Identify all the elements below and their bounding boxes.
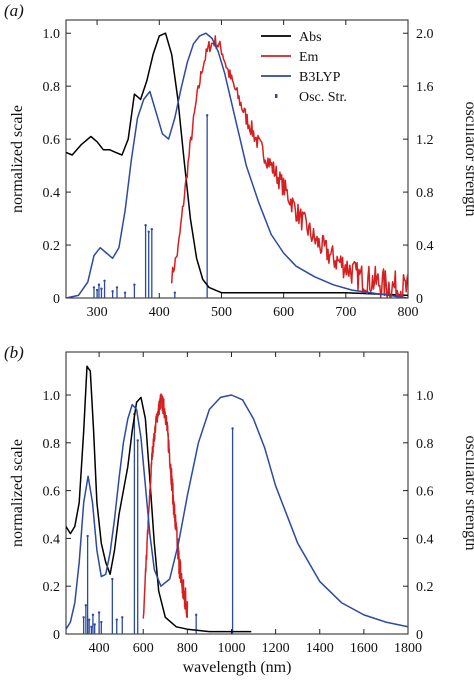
osc-stick-tip xyxy=(121,616,124,619)
osc-stick-tip xyxy=(93,623,96,626)
y2-axis-label: oscillator strength xyxy=(462,101,474,216)
x-tick-label: 700 xyxy=(335,305,356,320)
y-axis-label: normalized scale xyxy=(9,439,26,547)
x-tick-label: 1800 xyxy=(394,641,422,656)
osc-stick-tip xyxy=(173,291,177,294)
osc-stick-tip xyxy=(86,534,89,538)
osc-stick-tip xyxy=(82,616,85,619)
y-tick-label: 0.4 xyxy=(43,186,61,201)
y-tick-label: 0.8 xyxy=(43,437,61,452)
x-tick-label: 1600 xyxy=(350,641,378,656)
osc-stick-tip xyxy=(87,618,91,621)
x-tick-label: 1400 xyxy=(306,641,334,656)
y2-axis-label: oscillator strength xyxy=(462,435,474,550)
y-tick-label: 0 xyxy=(53,628,60,643)
y2-tick-label: 0.8 xyxy=(416,186,434,201)
series-line-em xyxy=(170,35,408,298)
osc-stick-tip xyxy=(91,613,95,617)
x-tick-label: 1000 xyxy=(217,641,245,656)
chart-panel-b: 400 600 800 1000 1200 1400 1600 180000.20.40.60… xyxy=(4,343,474,676)
series-line-b3lyp xyxy=(66,394,408,630)
osc-stick-tip xyxy=(97,283,101,286)
osc-stick-tip xyxy=(111,577,114,581)
osc-stick-tip xyxy=(133,283,136,286)
plot-area xyxy=(66,32,408,298)
osc-stick-tip xyxy=(103,279,106,282)
y2-tick-label: 0.4 xyxy=(416,532,434,547)
legend-entry: B3LYP xyxy=(299,70,341,85)
series-line-abs xyxy=(66,32,408,297)
x-tick-label: 800 xyxy=(177,641,198,656)
x-tick-label: 1200 xyxy=(262,641,290,656)
chart-panel-a: 300 400 500 600 700 80000.20.40.60.81.000.40.… xyxy=(4,1,474,320)
osc-stick-tip xyxy=(115,286,119,289)
osc-stick-tip xyxy=(150,227,154,231)
x-tick-label: 500 xyxy=(211,305,232,320)
x-tick-label: 400 xyxy=(89,641,110,656)
x-tick-label: 300 xyxy=(87,305,108,320)
y-tick-label: 1.0 xyxy=(43,389,61,404)
y-tick-label: 0.8 xyxy=(43,80,61,95)
legend: Abs Em B3LYP Osc. Str. xyxy=(261,30,347,105)
legend-entry: Osc. Str. xyxy=(299,90,347,105)
osc-stick-tip xyxy=(84,604,88,607)
y-tick-label: 0.2 xyxy=(43,580,61,595)
osc-stick-tip xyxy=(115,618,118,621)
x-tick-label: 800 xyxy=(398,305,419,320)
y-axis-label: normalized scale xyxy=(9,105,26,213)
osc-stick-tip xyxy=(90,625,93,629)
osc-stick-tip xyxy=(144,223,147,227)
series-line-b3lyp xyxy=(66,32,408,298)
osc-stick-tip xyxy=(147,230,150,234)
osc-stick-tip xyxy=(111,290,114,293)
x-tick-label: 400 xyxy=(149,305,170,320)
x-tick-label: 600 xyxy=(133,641,154,656)
osc-stick-tip xyxy=(97,611,101,614)
y2-tick-label: 0 xyxy=(416,292,423,307)
legend-entry: Em xyxy=(299,50,319,65)
osc-stick-tip xyxy=(95,288,99,292)
legend-swatch xyxy=(275,94,278,98)
y-tick-label: 0.2 xyxy=(43,239,61,254)
x-tick-label: 600 xyxy=(273,305,294,320)
osc-stick-tip xyxy=(194,613,198,617)
series-line-em xyxy=(142,393,189,619)
y2-tick-label: 0.6 xyxy=(416,485,434,500)
plot-frame xyxy=(65,19,409,299)
y-tick-label: 0.6 xyxy=(43,133,61,148)
plot-area xyxy=(66,365,408,634)
legend-entry: Abs xyxy=(299,30,322,45)
y2-tick-label: 0 xyxy=(416,628,423,643)
series-line-abs xyxy=(66,365,252,633)
y-tick-label: 1.0 xyxy=(43,27,61,42)
osc-stick-tip xyxy=(100,287,103,290)
osc-stick-tip xyxy=(231,427,234,430)
y-tick-label: 0.4 xyxy=(43,532,61,547)
panel-label: (a) xyxy=(4,1,24,20)
y2-tick-label: 0.2 xyxy=(416,580,434,595)
y-tick-label: 0.6 xyxy=(43,485,61,500)
osc-stick-tip xyxy=(123,291,127,294)
y2-tick-label: 2.0 xyxy=(416,27,434,42)
osc-stick-tip xyxy=(100,620,103,624)
y2-tick-label: 0.4 xyxy=(416,239,434,254)
y-tick-label: 0 xyxy=(53,292,60,307)
plot-frame xyxy=(65,351,409,635)
osc-stick-tip xyxy=(92,286,96,289)
osc-stick-tip xyxy=(205,114,209,117)
x-axis-label: wavelength (nm) xyxy=(183,659,292,676)
panel-label: (b) xyxy=(4,343,24,362)
y2-tick-label: 0.8 xyxy=(416,437,434,452)
osc-stick-tip xyxy=(136,439,139,442)
y2-tick-label: 1.6 xyxy=(416,80,434,95)
y2-tick-label: 1.2 xyxy=(416,133,434,148)
y2-tick-label: 1.0 xyxy=(416,389,434,404)
